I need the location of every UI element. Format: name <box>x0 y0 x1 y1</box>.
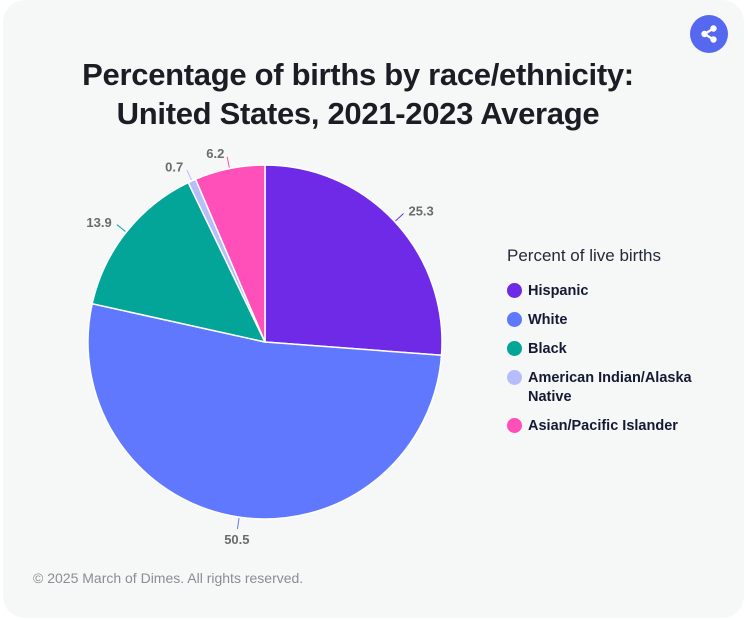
label-connector-hispanic <box>395 213 404 222</box>
label-connector-white <box>236 518 240 530</box>
pie-slice-hispanic[interactable] <box>264 164 443 357</box>
share-button[interactable] <box>690 15 728 53</box>
chart-title-line-2: United States, 2021-2023 Average <box>116 96 600 131</box>
legend-item-black[interactable]: Black <box>507 340 737 359</box>
data-label-american-indian-alaska-native: 0.7 <box>165 159 183 174</box>
chart-title: Percentage of births by race/ethnicity: … <box>0 55 716 133</box>
legend-swatch-icon <box>507 312 522 327</box>
legend-label: Hispanic <box>528 283 589 299</box>
label-connector-asian-pacific-islander <box>226 156 230 168</box>
copyright-text: © 2025 March of Dimes. All rights reserv… <box>33 570 304 586</box>
legend-swatch-icon <box>507 341 522 356</box>
legend-item-white[interactable]: White <box>507 311 737 330</box>
pie-slice-asian-pacific-islander[interactable] <box>194 164 266 343</box>
legend-swatch-icon <box>507 283 522 298</box>
share-icon <box>701 25 717 43</box>
legend-title: Percent of live births <box>507 246 662 265</box>
legend-swatch-icon <box>507 418 522 433</box>
data-label-asian-pacific-islander: 6.2 <box>206 146 224 161</box>
pie-slice-black[interactable] <box>91 181 267 344</box>
data-label-hispanic: 25.3 <box>408 204 433 219</box>
data-label-black: 13.9 <box>86 215 111 230</box>
legend-label: Asian/Pacific Islander <box>528 418 678 434</box>
legend-label: White <box>528 312 568 328</box>
legend-label: American Indian/Alaska Native <box>528 370 692 405</box>
legend-item-asian-pacific-islander[interactable]: Asian/Pacific Islander <box>507 417 737 436</box>
chart-title-line-1: Percentage of births by race/ethnicity: <box>82 57 634 92</box>
legend-label: Black <box>528 341 567 357</box>
legend-item-hispanic[interactable]: Hispanic <box>507 282 737 301</box>
legend: Percent of live births Hispanic White Blac… <box>507 246 737 446</box>
data-label-white: 50.5 <box>224 532 249 547</box>
legend-item-american-indian-alaska-native[interactable]: American Indian/Alaska Native <box>507 369 737 407</box>
legend-swatch-icon <box>507 370 522 385</box>
label-connector-american-indian-alaska-native <box>186 169 192 181</box>
pie-slice-white[interactable] <box>87 302 443 520</box>
label-connector-black <box>116 224 126 232</box>
